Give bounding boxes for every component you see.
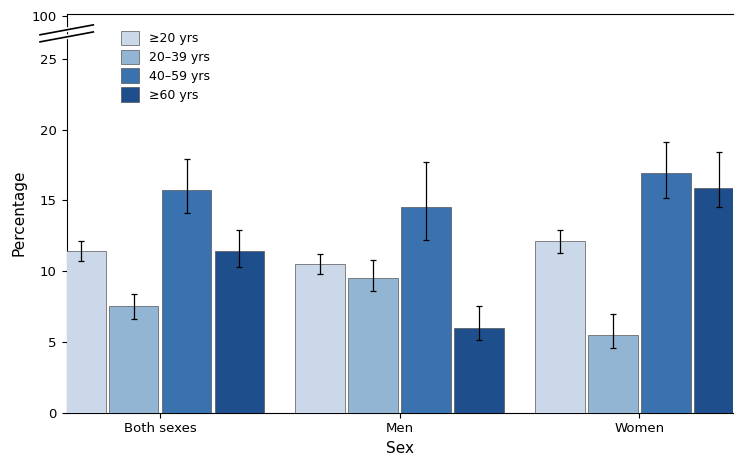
Bar xyxy=(694,188,744,413)
Bar xyxy=(214,251,264,413)
Y-axis label: Percentage: Percentage xyxy=(11,170,26,256)
Legend: ≥20 yrs, 20–39 yrs, 40–59 yrs, ≥60 yrs: ≥20 yrs, 20–39 yrs, 40–59 yrs, ≥60 yrs xyxy=(116,26,215,106)
X-axis label: Sex: Sex xyxy=(385,441,414,456)
Bar xyxy=(56,251,106,413)
Bar xyxy=(295,264,345,413)
Bar xyxy=(401,207,451,413)
Bar xyxy=(109,306,158,413)
Bar xyxy=(161,191,211,413)
Bar xyxy=(588,335,638,413)
Bar xyxy=(455,328,504,413)
Bar xyxy=(641,173,691,413)
Bar xyxy=(348,278,398,413)
Bar xyxy=(535,241,585,413)
